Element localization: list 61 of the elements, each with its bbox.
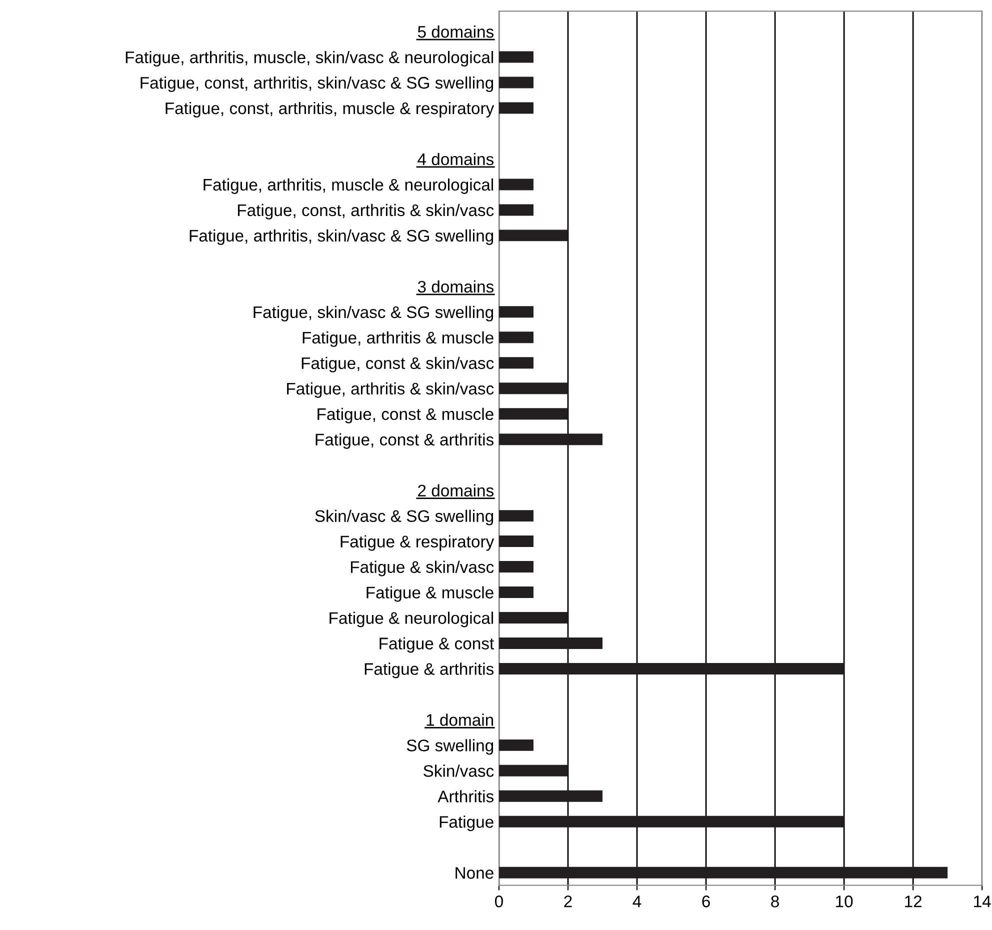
y-tick-label: Fatigue, arthritis, muscle & neurological	[204, 178, 494, 194]
bar	[498, 434, 602, 446]
y-tick-label: Fatigue, arthritis & skin/vasc	[287, 382, 494, 398]
bar	[498, 408, 568, 420]
y-tick-label: Fatigue & muscle	[366, 586, 494, 602]
bar	[498, 510, 534, 522]
y-tick-label: Fatigue	[440, 816, 494, 832]
x-tick-label: 12	[905, 896, 922, 908]
bar	[498, 739, 534, 751]
y-tick-label: Fatigue, arthritis, muscle, skin/vasc & neurological	[126, 50, 494, 67]
y-tick-label: 1 domain	[426, 714, 494, 726]
x-tick-label: 4	[632, 896, 642, 908]
bar	[498, 382, 568, 394]
bar	[498, 586, 534, 598]
y-tick-label: Fatigue, const, arthritis, skin/vasc & SG swelling	[140, 76, 494, 92]
y-tick-label: Fatigue, arthritis & muscle	[302, 331, 494, 347]
bar	[498, 662, 844, 674]
y-tick-label: 5 domains	[418, 26, 494, 38]
x-tick-label: 8	[771, 896, 779, 908]
bar	[498, 612, 568, 624]
y-tick-label: 4 domains	[418, 152, 494, 166]
bar	[498, 102, 534, 114]
y-tick-label: None	[456, 867, 494, 879]
bar	[498, 357, 534, 369]
y-tick-label: Arthritis	[438, 790, 494, 802]
y-tick-label: Fatigue, skin/vasc & SG swelling	[254, 306, 494, 322]
bar	[498, 178, 534, 190]
bar	[498, 332, 534, 344]
y-tick-label: Fatigue, const, arthritis & skin/vasc	[238, 204, 494, 220]
bar	[498, 230, 568, 242]
y-tick-label: Fatigue, const & skin/vasc	[302, 356, 494, 372]
y-tick-label: Fatigue & skin/vasc	[350, 560, 494, 576]
y-tick-label: Fatigue, const, arthritis, muscle & respiratory	[166, 102, 494, 118]
y-tick-label: Skin/vasc	[424, 764, 494, 777]
y-tick-label: Fatigue & neurological	[330, 612, 494, 628]
y-tick-label: Fatigue, const & arthritis	[316, 433, 494, 449]
bar	[498, 561, 534, 573]
y-tick-label: Fatigue, const & muscle	[318, 408, 494, 424]
y-tick-label: Fatigue & respiratory	[340, 535, 494, 551]
y-tick-label: Skin/vasc & SG swelling	[315, 510, 494, 526]
bar	[498, 638, 602, 649]
bar	[498, 790, 602, 802]
bar	[498, 306, 534, 318]
y-tick-label: SG swelling	[406, 739, 494, 755]
x-tick-label: 10	[836, 896, 853, 908]
bar	[498, 536, 534, 548]
y-tick-label: Fatigue, arthritis, skin/vasc & SG swelling	[190, 229, 494, 245]
bar	[498, 764, 568, 776]
y-tick-label: Fatigue & const	[380, 637, 494, 653]
bar	[498, 866, 948, 878]
y-tick-label: 3 domains	[418, 280, 494, 293]
x-tick-label: 6	[702, 896, 710, 908]
bar	[498, 76, 534, 88]
bar	[498, 51, 534, 63]
x-tick-label: 0	[494, 896, 503, 908]
bar	[498, 816, 844, 828]
y-tick-label: 2 domains	[418, 484, 494, 497]
bar	[498, 204, 534, 216]
y-tick-label: Fatigue & arthritis	[364, 662, 494, 678]
x-tick-label: 14	[974, 896, 991, 908]
x-tick-label: 2	[564, 896, 572, 908]
